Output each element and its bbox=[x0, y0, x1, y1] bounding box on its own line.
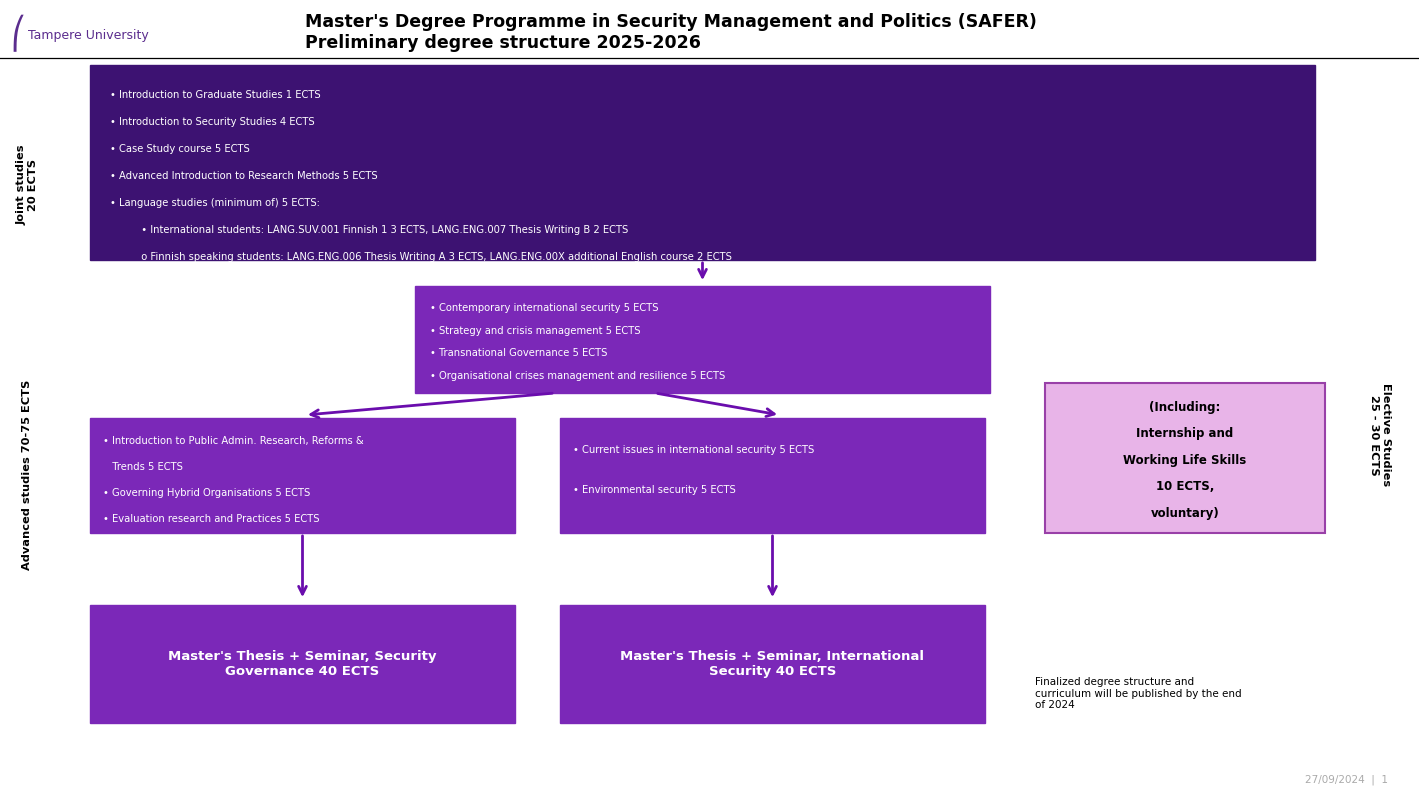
Text: • Introduction to Public Admin. Research, Reforms &: • Introduction to Public Admin. Research… bbox=[104, 436, 363, 446]
Text: (Including:: (Including: bbox=[1149, 401, 1220, 413]
Text: Master's Degree Programme in Security Management and Politics (SAFER): Master's Degree Programme in Security Ma… bbox=[305, 13, 1037, 31]
Text: ⎛: ⎛ bbox=[10, 15, 26, 52]
Text: • Environmental security 5 ECTS: • Environmental security 5 ECTS bbox=[573, 485, 735, 495]
Text: • International students: LANG.SUV.001 Finnish 1 3 ECTS, LANG.ENG.007 Thesis Wri: • International students: LANG.SUV.001 F… bbox=[111, 225, 629, 235]
Text: Internship and: Internship and bbox=[1137, 427, 1233, 440]
Text: • Language studies (minimum of) 5 ECTS:: • Language studies (minimum of) 5 ECTS: bbox=[111, 198, 319, 208]
Bar bbox=[561, 605, 985, 723]
Bar bbox=[89, 418, 515, 533]
Bar bbox=[89, 65, 1315, 260]
Text: 10 ECTS,: 10 ECTS, bbox=[1156, 480, 1215, 493]
Text: Trends 5 ECTS: Trends 5 ECTS bbox=[104, 462, 183, 472]
Text: Elective Studies
25 - 30 ECTS: Elective Studies 25 - 30 ECTS bbox=[1369, 383, 1391, 487]
Text: • Advanced Introduction to Research Methods 5 ECTS: • Advanced Introduction to Research Meth… bbox=[111, 171, 377, 181]
Bar bbox=[414, 286, 990, 393]
Text: Advanced studies 70-75 ECTS: Advanced studies 70-75 ECTS bbox=[23, 380, 33, 570]
Text: Joint studies
20 ECTS: Joint studies 20 ECTS bbox=[16, 145, 38, 225]
Text: Master's Thesis + Seminar, International
Security 40 ECTS: Master's Thesis + Seminar, International… bbox=[620, 650, 925, 678]
Text: Preliminary degree structure 2025-2026: Preliminary degree structure 2025-2026 bbox=[305, 34, 701, 52]
Bar bbox=[89, 605, 515, 723]
Text: 27/09/2024  |  1: 27/09/2024 | 1 bbox=[1305, 775, 1388, 785]
Bar bbox=[561, 418, 985, 533]
Text: • Transnational Governance 5 ECTS: • Transnational Governance 5 ECTS bbox=[430, 348, 607, 358]
Text: o Finnish speaking students: LANG.ENG.006 Thesis Writing A 3 ECTS, LANG.ENG.00X : o Finnish speaking students: LANG.ENG.00… bbox=[111, 252, 732, 262]
Text: • Organisational crises management and resilience 5 ECTS: • Organisational crises management and r… bbox=[430, 370, 725, 381]
Text: Finalized degree structure and
curriculum will be published by the end
of 2024: Finalized degree structure and curriculu… bbox=[1034, 677, 1242, 710]
Text: voluntary): voluntary) bbox=[1151, 506, 1219, 519]
Bar bbox=[1044, 383, 1325, 533]
Text: • Introduction to Graduate Studies 1 ECTS: • Introduction to Graduate Studies 1 ECT… bbox=[111, 90, 321, 100]
Text: Working Life Skills: Working Life Skills bbox=[1124, 453, 1247, 467]
Text: • Evaluation research and Practices 5 ECTS: • Evaluation research and Practices 5 EC… bbox=[104, 514, 319, 524]
Text: • Case Study course 5 ECTS: • Case Study course 5 ECTS bbox=[111, 144, 250, 154]
Text: • Governing Hybrid Organisations 5 ECTS: • Governing Hybrid Organisations 5 ECTS bbox=[104, 488, 311, 498]
Text: • Strategy and crisis management 5 ECTS: • Strategy and crisis management 5 ECTS bbox=[430, 325, 640, 335]
Text: Master's Thesis + Seminar, Security
Governance 40 ECTS: Master's Thesis + Seminar, Security Gove… bbox=[169, 650, 437, 678]
Text: • Current issues in international security 5 ECTS: • Current issues in international securi… bbox=[573, 445, 815, 455]
Text: • Introduction to Security Studies 4 ECTS: • Introduction to Security Studies 4 ECT… bbox=[111, 117, 315, 127]
Text: Tampere University: Tampere University bbox=[28, 29, 149, 41]
Text: • Contemporary international security 5 ECTS: • Contemporary international security 5 … bbox=[430, 303, 658, 313]
